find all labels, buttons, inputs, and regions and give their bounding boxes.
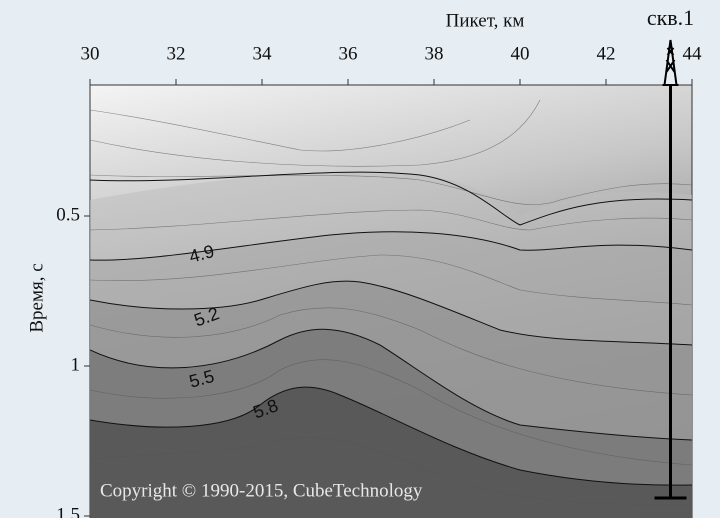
- x-tick-label: 32: [167, 43, 186, 64]
- contour-field: [90, 99, 692, 518]
- y-tick-label: 1: [71, 354, 81, 375]
- well-label: скв.1: [647, 5, 694, 30]
- x-tick-label: 38: [425, 43, 444, 64]
- x-tick-label: 30: [81, 43, 100, 64]
- y-tick-label: 1.5: [56, 504, 80, 518]
- well-derrick: [662, 39, 679, 86]
- x-tick-label: 36: [339, 43, 358, 64]
- x-axis-title: Пикет, км: [446, 10, 525, 31]
- y-tick-label: 0.5: [56, 204, 80, 225]
- x-tick-label: 34: [253, 43, 273, 64]
- x-tick-label: 42: [597, 43, 616, 64]
- copyright: Copyright © 1990-2015, CubeTechnology: [100, 480, 423, 501]
- y-axis-title: Время, с: [26, 263, 47, 332]
- x-tick-label: 40: [511, 43, 530, 64]
- x-tick-label: 44: [683, 43, 703, 64]
